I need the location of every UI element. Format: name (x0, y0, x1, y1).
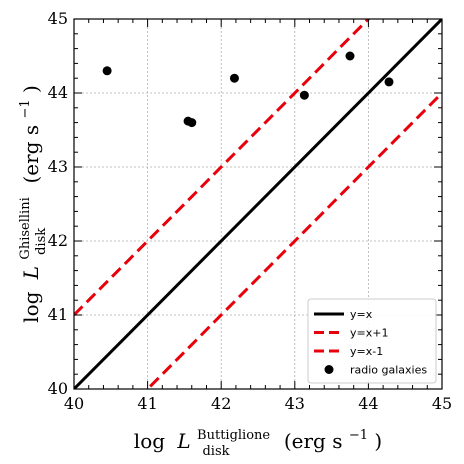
legend-label-1: y=x+1 (350, 327, 388, 340)
y-tick-label-42: 42 (48, 231, 68, 250)
axis-ticks (73, 18, 443, 390)
data-point-4 (299, 90, 309, 100)
x-axis-label-subscript: disk (202, 444, 229, 459)
data-point-3 (229, 73, 239, 83)
legend-swatch-3 (324, 365, 334, 374)
x-tick-label-45: 45 (432, 394, 452, 413)
y-tick-label-43: 43 (48, 157, 68, 176)
x-axis-label: log L Buttiglione disk (erg s −1 ) (134, 420, 382, 460)
x-tick-label-40: 40 (64, 394, 84, 413)
x-tick-label-42: 42 (211, 394, 231, 413)
y-axis-label-units-close: ) (19, 85, 43, 93)
line-y-x (74, 19, 442, 389)
data-point-5 (345, 51, 355, 61)
x-axis-label-units-close: ) (374, 429, 382, 453)
x-tick-label-43: 43 (285, 394, 305, 413)
x-axis-label-units-exp: −1 (349, 428, 368, 443)
line-y-x-1 (74, 19, 371, 317)
legend-label-2: y=x-1 (350, 345, 383, 358)
x-axis-label-prefix: log (134, 429, 165, 453)
x-axis-label-symbol: L (176, 429, 190, 453)
reference-lines (74, 19, 442, 389)
data-point-6 (384, 77, 394, 87)
legend-label-3: radio galaxies (350, 364, 427, 377)
y-axis-label: log L Ghisellini disk (erg s −1 ) (10, 85, 50, 323)
data-points (102, 51, 394, 128)
y-axis-label-superscript: Ghisellini (18, 197, 33, 259)
data-point-0 (102, 66, 112, 76)
y-axis-label-prefix: log (19, 291, 43, 322)
legend: y=x y=x+1 y=x-1 radio galaxies (307, 298, 437, 384)
y-tick-label-45: 45 (48, 9, 68, 28)
x-axis-label-units: (erg s (284, 429, 343, 453)
x-tick-label-44: 44 (358, 394, 378, 413)
y-axis-label-units-exp: −1 (18, 99, 33, 118)
y-tick-label-41: 41 (48, 305, 68, 324)
x-tick-label-41: 41 (137, 394, 157, 413)
y-axis-label-symbol: L (19, 266, 43, 280)
y-axis-label-subscript: disk (34, 228, 49, 255)
y-tick-label-40: 40 (48, 379, 68, 398)
legend-box (307, 298, 437, 384)
legend-label-0: y=x (350, 308, 373, 321)
x-axis-label-superscript: Buttiglione (197, 428, 270, 443)
data-point-2 (187, 118, 197, 128)
y-axis-label-units: (erg s (19, 125, 43, 184)
plot-frame (73, 18, 443, 390)
tick-labels: 40 41 42 43 44 45 40 41 42 43 44 45 (48, 9, 453, 413)
line-y-x-1 (145, 91, 442, 389)
y-tick-label-44: 44 (48, 83, 68, 102)
